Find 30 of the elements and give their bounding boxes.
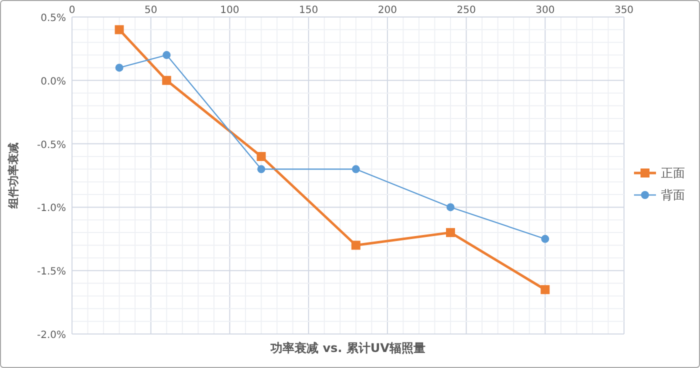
y-tick-label: -1.5% bbox=[36, 266, 66, 278]
x-tick-label: 50 bbox=[144, 5, 158, 16]
point bbox=[257, 165, 266, 174]
point bbox=[540, 285, 550, 294]
y-tick-label: -2.0% bbox=[36, 330, 66, 341]
point bbox=[352, 165, 360, 174]
x-axis-title: 功率衰减 vs. 累计UV辐照量 bbox=[270, 341, 426, 355]
point bbox=[351, 240, 360, 250]
point bbox=[541, 234, 550, 243]
x-tick-label: 150 bbox=[299, 5, 318, 16]
point bbox=[162, 76, 172, 85]
x-tick-label: 300 bbox=[536, 5, 555, 16]
point bbox=[256, 152, 266, 161]
point bbox=[115, 64, 124, 72]
x-tick-label: 0 bbox=[68, 5, 76, 16]
point bbox=[446, 228, 456, 238]
y-tick-label: 0.0% bbox=[40, 76, 66, 88]
y-axis-title: 组件功率衰减 bbox=[7, 142, 20, 210]
x-tick-label: 250 bbox=[456, 5, 476, 16]
y-tick-label: -0.5% bbox=[36, 140, 66, 151]
legend-label: 正面 bbox=[661, 166, 685, 180]
x-tick-label: 350 bbox=[614, 5, 634, 16]
point bbox=[114, 25, 124, 34]
legend-label: 背面 bbox=[661, 188, 685, 202]
point bbox=[162, 51, 171, 60]
y-tick-label: 0.5% bbox=[40, 13, 66, 24]
point bbox=[446, 203, 455, 212]
y-tick-label: -1.0% bbox=[36, 203, 66, 214]
x-tick-label: 100 bbox=[220, 5, 240, 16]
x-tick-label: 200 bbox=[378, 5, 397, 16]
